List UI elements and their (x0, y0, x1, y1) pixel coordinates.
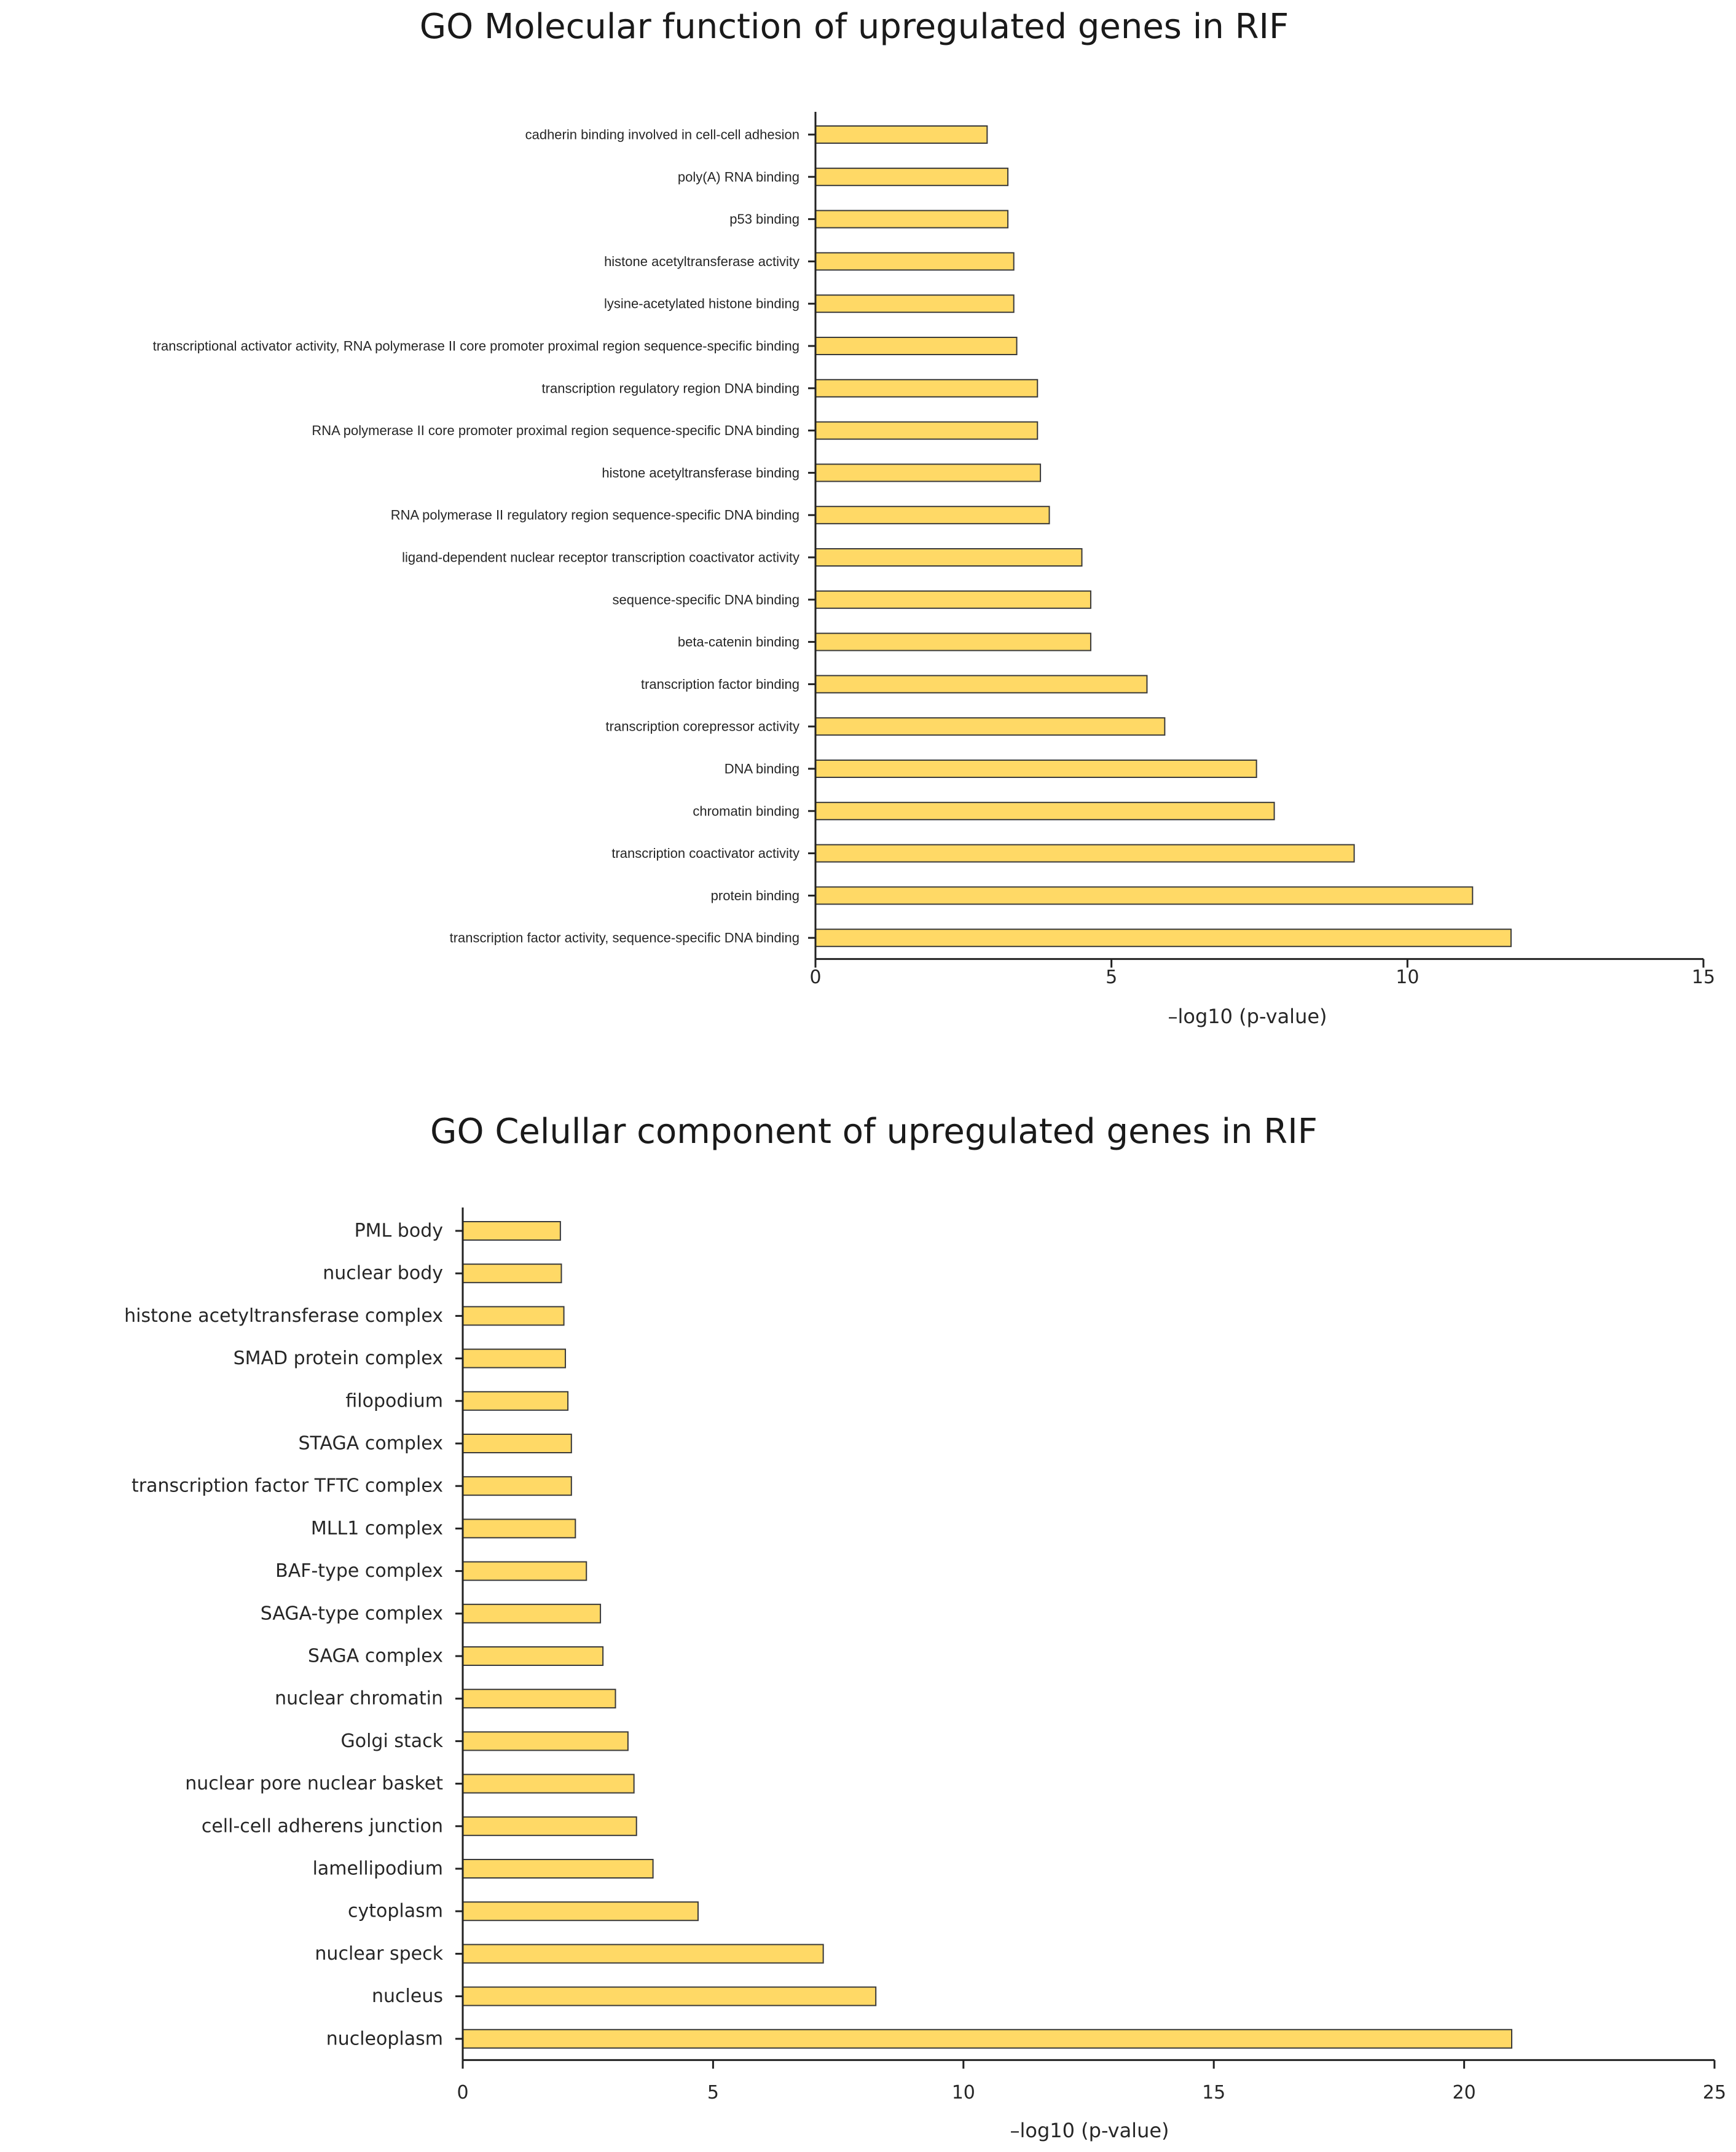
chart-1-bar (815, 886, 1474, 905)
chart-1-category-label: chromatin binding (693, 803, 799, 819)
chart-1-bar (815, 210, 1009, 229)
chart-1-bar (815, 801, 1275, 820)
chart-1-category-label: RNA polymerase II regulatory region sequ… (391, 508, 799, 523)
chart-2-category-label: STAGA complex (299, 1433, 443, 1455)
chart-1-category-label: p53 binding (729, 211, 799, 227)
chart-1-bar (815, 717, 1166, 736)
chart-2-bar (462, 1561, 587, 1581)
chart-2-category-label: MLL1 complex (311, 1518, 443, 1539)
chart-2-category-label: SAGA complex (308, 1646, 443, 1667)
chart-2-bar (462, 1859, 654, 1879)
chart-1-x-tick-label: 15 (1692, 967, 1715, 988)
chart-1-category-label: transcription coactivator activity (611, 846, 799, 861)
chart-2-bar (462, 1944, 824, 1964)
chart-1-x-tick-label: 0 (809, 967, 821, 988)
chart-1-bar (815, 590, 1091, 609)
chart-1-title: GO Molecular function of upregulated gen… (420, 7, 1289, 47)
chart-2-bar (462, 1476, 572, 1496)
chart-1-category-label: histone acetyltransferase binding (602, 465, 799, 481)
chart-1-bar (815, 506, 1050, 525)
chart-2-bar (462, 1646, 604, 1666)
chart-1-bar (815, 760, 1257, 778)
chart-1-category-label: protein binding (711, 888, 799, 903)
chart-2-bar (462, 1348, 567, 1369)
chart-2-category-label: Golgi stack (341, 1730, 444, 1752)
chart-1-category-label: transcriptional activator activity, RNA … (153, 339, 799, 354)
chart-2-bar (462, 1816, 637, 1836)
chart-2-category-label: cell-cell adherens junction (202, 1815, 443, 1837)
chart-2-x-tick-label: 20 (1453, 2082, 1476, 2103)
chart-1-category-label: ligand-dependent nuclear receptor transc… (402, 550, 799, 565)
chart-1-bar (815, 252, 1015, 271)
chart-2-category-label: SAGA-type complex (261, 1603, 443, 1624)
chart-2-category-label: histone acetyltransferase complex (124, 1305, 443, 1327)
chart-1-bar (815, 337, 1018, 355)
chart-2-bar (462, 1391, 569, 1411)
chart-2-bar (462, 1306, 565, 1326)
chart-2-title: GO Celullar component of upregulated gen… (430, 1112, 1318, 1152)
chart-2-bar (462, 1603, 602, 1624)
chart-2-category-label: SMAD protein complex (234, 1348, 443, 1369)
chart-1-bar (815, 421, 1039, 440)
chart-1-bar (815, 632, 1091, 651)
chart-1-bar (815, 294, 1015, 313)
chart-2-x-tick-label: 0 (457, 2082, 468, 2103)
chart-2-category-label: nuclear body (323, 1263, 443, 1284)
chart-1-bar (815, 675, 1148, 694)
chart-2-x-tick-label: 25 (1703, 2082, 1726, 2103)
chart-1-bar (815, 379, 1039, 398)
chart-1-category-label: RNA polymerase II core promoter proximal… (312, 423, 799, 438)
chart-1-bar (815, 548, 1083, 567)
chart-2-category-label: lamellipodium (313, 1858, 443, 1880)
chart-2-bar (462, 1731, 629, 1751)
chart-2-category-label: cytoplasm (348, 1901, 443, 1922)
chart-1-category-label: transcription regulatory region DNA bind… (542, 380, 799, 396)
chart-2-bar (462, 1773, 635, 1794)
chart-1-category-label: poly(A) RNA binding (678, 169, 799, 184)
chart-2-x-tick-label: 15 (1202, 2082, 1225, 2103)
chart-2-category-label: nuclear chromatin (275, 1688, 443, 1710)
chart-1-bar (815, 929, 1512, 948)
chart-2-category-label: transcription factor TFTC complex (132, 1475, 443, 1497)
chart-2-category-label: PML body (355, 1220, 443, 1242)
chart-1-x-axis-label: –log10 (p-value) (1168, 1005, 1327, 1028)
chart-2-category-label: nucleus (372, 1985, 443, 2007)
chart-2-category-label: nucleoplasm (326, 2028, 443, 2049)
chart-2-bar (462, 1986, 877, 2006)
chart-2-bar (462, 1901, 699, 1922)
chart-2-category-label: nuclear pore nuclear basket (185, 1773, 443, 1794)
chart-2-x-tick-label: 10 (952, 2082, 975, 2103)
chart-2-x-axis-label: –log10 (p-value) (1010, 2119, 1169, 2142)
chart-2-bar (462, 1434, 572, 1453)
chart-1-category-label: histone acetyltransferase activity (604, 254, 799, 269)
chart-1-bar (815, 125, 988, 144)
chart-1-category-label: transcription factor activity, sequence-… (450, 930, 799, 946)
chart-1-category-label: transcription factor binding (641, 677, 799, 692)
chart-1-x-tick-label: 5 (1106, 967, 1117, 988)
chart-2-x-tick-label: 5 (707, 2082, 719, 2103)
chart-1-category-label: lysine-acetylated histone binding (604, 296, 799, 312)
chart-1-category-label: beta-catenin binding (678, 634, 799, 650)
chart-1-bar (815, 167, 1009, 186)
chart-1-category-label: transcription corepressor activity (606, 719, 799, 734)
chart-2-bar (462, 1518, 576, 1539)
chart-1-x-tick-label: 10 (1396, 967, 1419, 988)
chart-2-category-label: nuclear speck (315, 1943, 443, 1965)
chart-2-category-label: filopodium (345, 1390, 443, 1412)
chart-2-category-label: BAF-type complex (275, 1560, 443, 1582)
chart-2-bar (462, 1263, 562, 1284)
chart-2-bar (462, 2028, 1513, 2049)
chart-1-category-label: sequence-specific DNA binding (612, 592, 799, 607)
chart-2-bar (462, 1689, 616, 1709)
chart-1-category-label: DNA binding (725, 761, 799, 777)
chart-1-category-label: cadherin binding involved in cell-cell a… (525, 127, 799, 143)
chart-1-bar (815, 844, 1355, 863)
chart-2-bar (462, 1221, 561, 1241)
chart-1-bar (815, 463, 1042, 482)
